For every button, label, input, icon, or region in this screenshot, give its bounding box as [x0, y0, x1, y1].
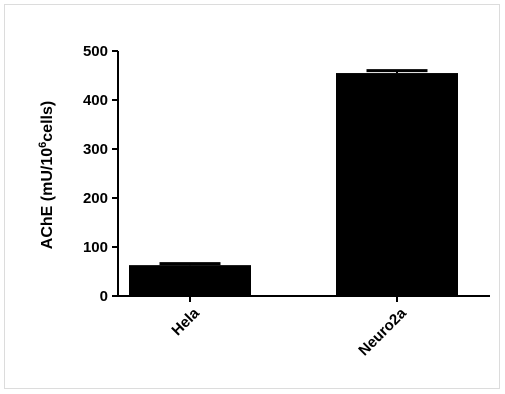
- x-axis: Hela Neuro2a: [118, 295, 490, 359]
- y-axis: 0 100 200 300 400 500: [83, 43, 119, 305]
- y-axis-title: AChE (mU/106cells): [37, 101, 56, 249]
- y-tick-label: 0: [100, 288, 108, 305]
- y-tick-label: 300: [83, 141, 108, 158]
- bar-hela: [129, 265, 251, 296]
- x-tick-label: Hela: [168, 304, 203, 339]
- y-tick-label: 200: [83, 190, 108, 207]
- y-tick-label: 500: [83, 43, 108, 60]
- x-tick-label: Neuro2a: [355, 304, 410, 359]
- y-tick-label: 400: [83, 92, 108, 109]
- bar-neuro2a: [336, 73, 458, 296]
- bars: [129, 69, 458, 296]
- y-tick-label: 100: [83, 239, 108, 256]
